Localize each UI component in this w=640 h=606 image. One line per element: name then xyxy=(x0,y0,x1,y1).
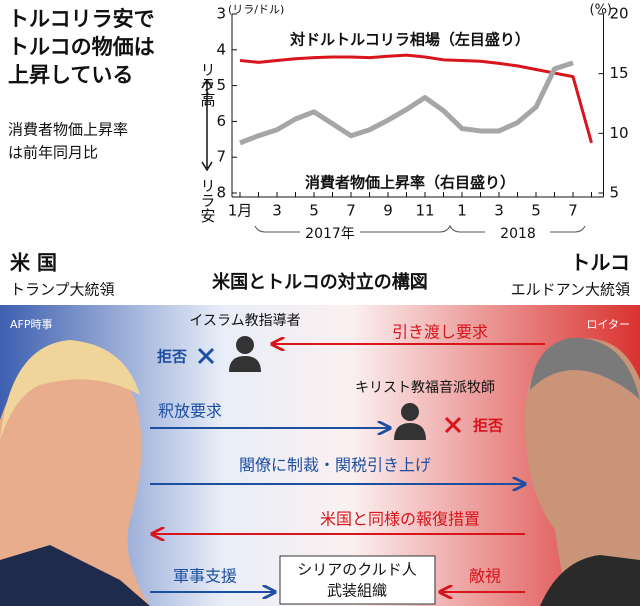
x-tick-label: 1 xyxy=(457,202,467,220)
axis-arrow xyxy=(201,78,213,172)
arrow-label: 敵視 xyxy=(469,567,501,586)
arrow-label: 軍事支援 xyxy=(173,567,237,586)
x-tick-label: 9 xyxy=(383,202,393,220)
node-label: キリスト教福音派牧師 xyxy=(355,379,495,396)
refusal: 拒否 xyxy=(157,348,187,366)
x-tick-label: 5 xyxy=(531,202,541,220)
series-line xyxy=(239,60,574,146)
node-box xyxy=(279,555,436,605)
credit: ロイター xyxy=(586,318,630,331)
y2-tick-label: 5 xyxy=(610,184,620,202)
title: トルコの物価は xyxy=(8,35,155,59)
leader: トランプ大統領 xyxy=(10,281,115,299)
x-tick-label: 1月 xyxy=(228,202,253,220)
x-tick-label: 3 xyxy=(272,202,282,220)
title: 上昇している xyxy=(8,63,133,87)
y2-tick-label: 10 xyxy=(610,124,629,142)
person-icon xyxy=(229,336,261,372)
y2-tick-label: 15 xyxy=(610,64,629,82)
note: 消費者物価上昇率 xyxy=(8,121,128,139)
cross xyxy=(197,347,215,365)
title: トルコリラ安で xyxy=(8,7,155,31)
photo-right xyxy=(525,337,640,606)
y-tick-label: 6 xyxy=(216,112,226,130)
x-tick-label: 11 xyxy=(415,202,434,220)
series-line xyxy=(239,53,593,144)
photo-left xyxy=(0,340,150,606)
year-label: 2018 xyxy=(500,226,536,242)
person-icon xyxy=(394,403,426,440)
year-label: 2017年 xyxy=(305,226,355,242)
diagram-title: 米国とトルコの対立の構図 xyxy=(212,271,428,293)
credit: AFP時事 xyxy=(10,318,53,331)
node-label: シリアのクルド人 xyxy=(297,561,417,579)
arrow-label: 釈放要求 xyxy=(158,402,222,421)
y-tick-label: 4 xyxy=(216,40,226,58)
node-label: 武装組織 xyxy=(327,582,387,600)
series-label: 消費者物価上昇率（右目盛り） xyxy=(305,174,515,192)
y2-unit: (%) xyxy=(590,3,613,18)
y2-tick-label: 20 xyxy=(610,5,629,23)
y-tick-label: 7 xyxy=(216,148,226,166)
series-label: 対ドルトルコリラ相場（左目盛り） xyxy=(289,31,530,49)
y-tick-label: 5 xyxy=(216,76,226,94)
refusal: 拒否 xyxy=(473,417,503,435)
arrow-label: 米国と同様の報復措置 xyxy=(320,510,480,529)
y-tick-label: 8 xyxy=(216,184,226,202)
y-label: リラ安 xyxy=(199,178,217,223)
x-tick-label: 3 xyxy=(494,202,504,220)
leader: エルドアン大統領 xyxy=(511,281,630,299)
year-bracket xyxy=(254,224,586,233)
x-tick-label: 5 xyxy=(309,202,319,220)
arrow-label: 閣僚に制裁・関税引き上げ xyxy=(239,456,431,475)
x-tick-label: 7 xyxy=(568,202,578,220)
country: トルコ xyxy=(570,251,630,275)
y-unit: (リラ/ドル) xyxy=(228,3,284,16)
arrow-label: 引き渡し要求 xyxy=(392,323,488,342)
country: 米 国 xyxy=(10,251,57,275)
cross xyxy=(444,416,462,434)
note: は前年同月比 xyxy=(8,144,98,162)
y-tick-label: 3 xyxy=(216,5,226,23)
node-label: イスラム教指導者 xyxy=(189,313,300,329)
x-tick-label: 7 xyxy=(346,202,356,220)
